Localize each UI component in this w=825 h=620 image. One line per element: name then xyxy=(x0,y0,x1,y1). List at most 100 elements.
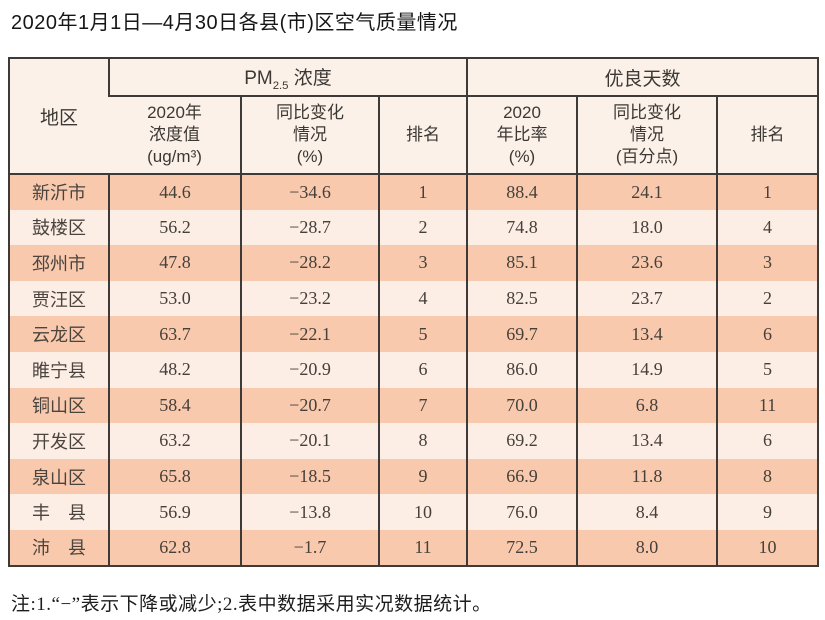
cell-good-ratio: 70.0 xyxy=(466,387,578,424)
cell-pm25-change: −22.1 xyxy=(240,316,379,352)
cell-pm25-rank: 10 xyxy=(377,494,468,530)
cell-pm25-change: −13.8 xyxy=(240,494,379,530)
cell-good-rank: 6 xyxy=(716,423,819,459)
cell-region: 鼓楼区 xyxy=(9,209,109,246)
cell-good-rank: 10 xyxy=(716,529,819,566)
cell-pm25-rank: 7 xyxy=(377,387,468,424)
table-row: 邳州市 47.8 −28.2 3 85.1 23.6 3 xyxy=(9,245,819,281)
cell-good-change: 18.0 xyxy=(576,209,718,246)
header-sub-row: 2020年 浓度值 (ug/m³) 同比变化 情况 (%) 排名 2020 年比… xyxy=(9,96,819,175)
cell-pm25-value: 56.9 xyxy=(108,494,241,530)
cell-good-rank: 6 xyxy=(716,316,819,352)
cell-pm25-rank: 6 xyxy=(377,351,468,388)
air-quality-table: 地区 PM2.5 浓度 优良天数 2020年 浓度值 (ug/m³) 同比变化 … xyxy=(8,57,820,567)
cell-good-change: 13.4 xyxy=(576,316,718,352)
cell-good-change: 8.4 xyxy=(576,494,718,530)
table-row: 鼓楼区 56.2 −28.7 2 74.8 18.0 4 xyxy=(9,209,819,246)
cell-good-rank: 3 xyxy=(716,245,819,281)
cell-good-rank: 2 xyxy=(716,280,819,317)
header-good-ratio: 2020 年比率 (%) xyxy=(466,96,578,175)
cell-good-rank: 5 xyxy=(716,351,819,388)
cell-pm25-value: 47.8 xyxy=(108,245,241,281)
cell-pm25-value: 63.2 xyxy=(108,423,241,459)
cell-pm25-value: 58.4 xyxy=(108,387,241,424)
table-row: 铜山区 58.4 −20.7 7 70.0 6.8 11 xyxy=(9,387,819,424)
cell-good-ratio: 86.0 xyxy=(466,351,578,388)
cell-good-change: 23.6 xyxy=(576,245,718,281)
table-row: 新沂市 44.6 −34.6 1 88.4 24.1 1 xyxy=(9,174,819,210)
header-pm25-value: 2020年 浓度值 (ug/m³) xyxy=(109,96,241,175)
cell-pm25-value: 65.8 xyxy=(108,458,241,495)
cell-pm25-value: 53.0 xyxy=(108,280,241,317)
cell-pm25-rank: 9 xyxy=(377,458,468,495)
cell-good-change: 6.8 xyxy=(576,387,718,424)
cell-pm25-change: −18.5 xyxy=(240,458,379,495)
cell-region: 云龙区 xyxy=(9,316,109,352)
cell-region: 睢宁县 xyxy=(9,351,109,388)
cell-pm25-rank: 5 xyxy=(377,316,468,352)
cell-pm25-change: −20.9 xyxy=(240,351,379,388)
header-good-change: 同比变化 情况 (百分点) xyxy=(576,96,718,175)
cell-pm25-change: −1.7 xyxy=(240,529,379,566)
cell-pm25-value: 62.8 xyxy=(108,529,241,566)
cell-good-ratio: 85.1 xyxy=(466,245,578,281)
header-group-pm25: PM2.5 浓度 xyxy=(107,58,468,97)
cell-region: 邳州市 xyxy=(9,245,109,281)
cell-pm25-value: 48.2 xyxy=(108,351,241,388)
cell-pm25-rank: 1 xyxy=(377,174,468,210)
cell-good-ratio: 74.8 xyxy=(466,209,578,246)
cell-region: 泉山区 xyxy=(9,458,109,495)
table-row: 云龙区 63.7 −22.1 5 69.7 13.4 6 xyxy=(9,316,819,352)
cell-good-change: 24.1 xyxy=(576,174,718,210)
table-row: 丰 县 56.9 −13.8 10 76.0 8.4 9 xyxy=(9,494,819,530)
cell-good-rank: 4 xyxy=(716,209,819,246)
cell-good-change: 13.4 xyxy=(576,423,718,459)
header-pm25-change: 同比变化 情况 (%) xyxy=(240,96,379,175)
table-row: 睢宁县 48.2 −20.9 6 86.0 14.9 5 xyxy=(9,351,819,388)
cell-pm25-change: −28.2 xyxy=(240,245,379,281)
table-row: 泉山区 65.8 −18.5 9 66.9 11.8 8 xyxy=(9,458,819,495)
pm25-label-prefix: PM xyxy=(244,67,273,89)
cell-region: 丰 县 xyxy=(9,494,109,530)
cell-good-rank: 11 xyxy=(716,387,819,424)
cell-region: 铜山区 xyxy=(9,387,109,424)
cell-region: 开发区 xyxy=(9,423,109,459)
page-title: 2020年1月1日—4月30日各县(市)区空气质量情况 xyxy=(11,12,458,34)
cell-pm25-rank: 2 xyxy=(377,209,468,246)
cell-good-ratio: 66.9 xyxy=(466,458,578,495)
cell-good-rank: 9 xyxy=(716,494,819,530)
cell-pm25-rank: 4 xyxy=(377,280,468,317)
cell-good-ratio: 76.0 xyxy=(466,494,578,530)
cell-region: 新沂市 xyxy=(9,174,109,210)
cell-pm25-rank: 8 xyxy=(377,423,468,459)
cell-pm25-change: −34.6 xyxy=(240,174,379,210)
pm25-label-subscript: 2.5 xyxy=(272,79,289,92)
cell-pm25-value: 56.2 xyxy=(108,209,241,246)
cell-good-change: 8.0 xyxy=(576,529,718,566)
cell-good-ratio: 69.2 xyxy=(466,423,578,459)
header-group-good-days: 优良天数 xyxy=(466,58,819,97)
header-region: 地区 xyxy=(9,58,109,175)
table-body: 新沂市 44.6 −34.6 1 88.4 24.1 1 鼓楼区 56.2 −28.7 2 74.8 1… xyxy=(9,174,819,566)
cell-good-ratio: 82.5 xyxy=(466,280,578,317)
cell-pm25-change: −20.1 xyxy=(240,423,379,459)
cell-good-change: 14.9 xyxy=(576,351,718,388)
cell-good-change: 11.8 xyxy=(576,458,718,495)
cell-pm25-rank: 3 xyxy=(377,245,468,281)
table-row: 开发区 63.2 −20.1 8 69.2 13.4 6 xyxy=(9,423,819,459)
footnote: 注:1.“−”表示下降或减少;2.表中数据采用实况数据统计。 xyxy=(11,593,492,615)
cell-pm25-change: −20.7 xyxy=(240,387,379,424)
cell-pm25-change: −23.2 xyxy=(240,280,379,317)
cell-good-rank: 8 xyxy=(716,458,819,495)
cell-good-ratio: 72.5 xyxy=(466,529,578,566)
cell-region: 沛 县 xyxy=(9,529,109,566)
cell-good-change: 23.7 xyxy=(576,280,718,317)
table-row: 贾汪区 53.0 −23.2 4 82.5 23.7 2 xyxy=(9,280,819,317)
cell-pm25-value: 44.6 xyxy=(108,174,241,210)
header-group-row: 地区 PM2.5 浓度 优良天数 xyxy=(9,58,819,175)
cell-good-ratio: 88.4 xyxy=(466,174,578,210)
table-row: 沛 县 62.8 −1.7 11 72.5 8.0 10 xyxy=(9,529,819,566)
cell-region: 贾汪区 xyxy=(9,280,109,317)
cell-good-rank: 1 xyxy=(716,174,819,210)
